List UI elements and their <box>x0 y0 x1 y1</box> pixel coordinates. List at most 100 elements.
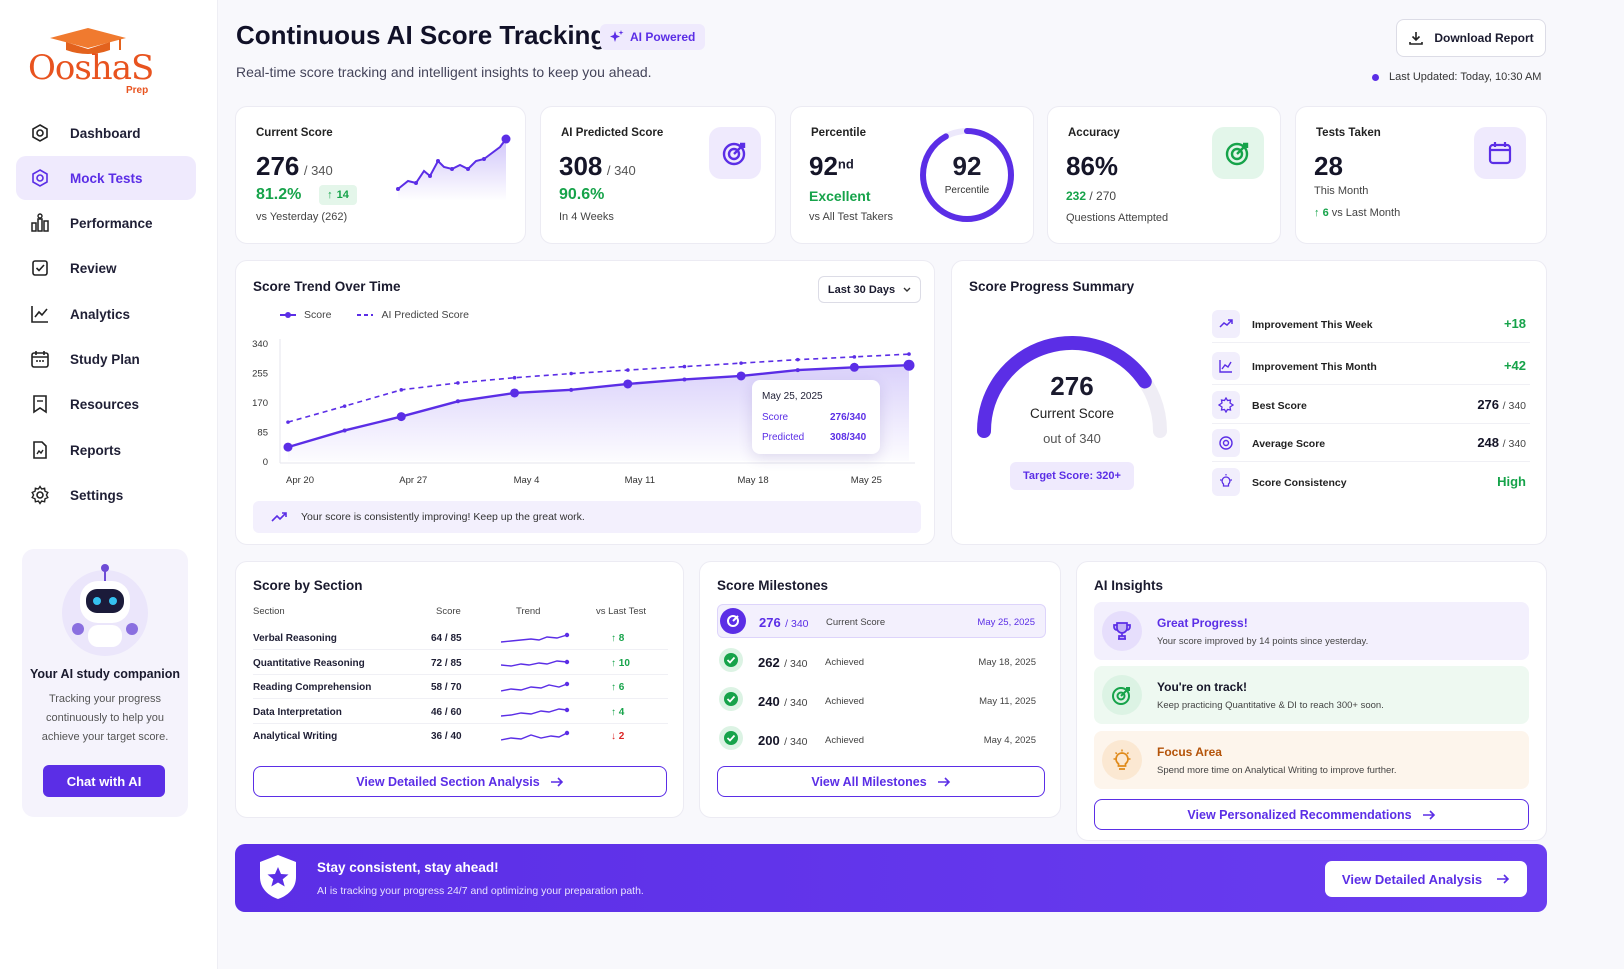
milestone-row[interactable]: 200 / 340 Achieved May 4, 2025 <box>717 721 1046 755</box>
trend-banner-text: Your score is consistently improving! Ke… <box>301 511 585 523</box>
score-trend-title: Score Trend Over Time <box>253 279 401 294</box>
predicted-score-pct: 90.6% <box>559 186 605 203</box>
view-all-milestones-button[interactable]: View All Milestones <box>717 766 1045 797</box>
milestone-row[interactable]: 262 / 340 Achieved May 18, 2025 <box>717 643 1046 677</box>
y-tick-label: 0 <box>263 457 268 468</box>
score-point[interactable] <box>903 359 915 371</box>
milestone-date: May 4, 2025 <box>983 735 1036 746</box>
section-score: 64 / 85 <box>431 633 462 644</box>
summary-row: Score Consistency High <box>1212 463 1530 501</box>
target-icon <box>1219 436 1233 450</box>
score-point[interactable] <box>795 368 800 373</box>
score-by-section-title: Score by Section <box>253 578 363 593</box>
brand-logo[interactable]: OoshaS Prep <box>28 26 158 96</box>
table-row[interactable]: Data Interpretation 46 / 60 ↑ 4 <box>253 700 668 724</box>
x-tick-label: May 25 <box>851 475 882 486</box>
score-point[interactable] <box>682 377 687 382</box>
score-point[interactable] <box>342 428 347 433</box>
page-subtitle: Real-time score tracking and intelligent… <box>236 64 652 80</box>
legend-predicted-label: AI Predicted Score <box>381 309 469 321</box>
chart-legend: Score AI Predicted Score <box>280 309 469 321</box>
view-section-analysis-label: View Detailed Section Analysis <box>356 774 540 789</box>
legend-predicted-swatch <box>357 314 374 316</box>
summary-value: 248 <box>1477 435 1500 450</box>
milestone-row[interactable]: 240 / 340 Achieved May 11, 2025 <box>717 682 1046 716</box>
download-report-button[interactable]: Download Report <box>1396 19 1546 57</box>
accuracy-card: Accuracy 86% 232 / 270 Questions Attempt… <box>1047 106 1281 244</box>
summary-row: Improvement This Week +18 <box>1212 305 1530 343</box>
calendar-icon <box>1488 142 1512 165</box>
view-detailed-analysis-button[interactable]: View Detailed Analysis <box>1325 861 1527 897</box>
score-point[interactable] <box>510 388 520 398</box>
summary-row: Average Score 248 / 340 <box>1212 424 1530 462</box>
sidebar-item-label: Reports <box>70 442 122 458</box>
target-check-icon <box>1225 142 1249 166</box>
tests-taken-value: 28 <box>1314 151 1343 181</box>
brand-sub: Prep <box>126 85 149 96</box>
score-point[interactable] <box>396 412 406 422</box>
sidebar-item-analytics[interactable]: Analytics <box>16 292 196 336</box>
insight-item: You're on track! Keep practicing Quantit… <box>1094 666 1529 724</box>
y-tick-label: 340 <box>252 339 268 350</box>
percentile-ring-value: 92 <box>952 151 982 181</box>
view-recommendations-button[interactable]: View Personalized Recommendations <box>1094 799 1529 830</box>
robot-icon <box>62 564 148 656</box>
milestone-of: / 340 <box>784 697 808 709</box>
predicted-score-note: In 4 Weeks <box>559 211 614 223</box>
milestone-score: 276 <box>759 615 781 630</box>
predicted-point <box>682 364 687 369</box>
sidebar-item-dashboard[interactable]: Dashboard <box>16 111 196 155</box>
accuracy-label: Accuracy <box>1068 127 1120 139</box>
current-score-pct: 81.2% <box>256 186 302 203</box>
milestone-status: Achieved <box>825 696 865 707</box>
table-row[interactable]: Reading Comprehension 58 / 70 ↑ 6 <box>253 675 668 699</box>
trend-up-icon <box>1219 319 1233 328</box>
sidebar-item-study-plan[interactable]: Study Plan <box>16 337 196 381</box>
summary-value: +42 <box>1503 358 1526 373</box>
milestone-of: / 340 <box>785 618 809 630</box>
insight-item: Focus Area Spend more time on Analytical… <box>1094 731 1529 789</box>
view-recommendations-label: View Personalized Recommendations <box>1187 807 1412 822</box>
arrow-right-icon <box>1422 809 1435 820</box>
table-row[interactable]: Quantitative Reasoning 72 / 85 ↑ 10 <box>253 651 668 675</box>
milestone-of: / 340 <box>784 736 808 748</box>
score-point[interactable] <box>569 387 574 392</box>
table-row[interactable]: Verbal Reasoning 64 / 85 ↑ 8 <box>253 626 668 650</box>
predicted-point <box>907 352 911 356</box>
sidebar-item-review[interactable]: Review <box>16 246 196 290</box>
score-gauge <box>977 335 1167 438</box>
tests-taken-delta: 6 <box>1322 207 1329 219</box>
sidebar-item-label: Mock Tests <box>70 170 143 186</box>
sidebar-item-performance[interactable]: Performance <box>16 201 196 245</box>
score-point[interactable] <box>455 399 460 404</box>
milestone-score: 200 <box>758 733 780 748</box>
section-name: Data Interpretation <box>253 706 342 718</box>
current-score-delta-badge: ↑ 14 <box>319 185 357 205</box>
col-section: Section <box>253 606 285 617</box>
section-table-header: Section Score Trend vs Last Test <box>253 606 668 620</box>
current-score-compare: vs Yesterday (262) <box>256 211 348 223</box>
sidebar-item-mock-tests[interactable]: Mock Tests <box>16 156 196 200</box>
target-check-icon <box>1112 687 1130 705</box>
score-point[interactable] <box>623 379 633 389</box>
score-point[interactable] <box>283 442 293 452</box>
target-icon-box <box>1212 429 1240 457</box>
table-row[interactable]: Analytical Writing 36 / 40 ↓ 2 <box>253 724 668 748</box>
arrow-right-icon <box>937 776 950 787</box>
sidebar-item-resources[interactable]: Resources <box>16 382 196 426</box>
score-point[interactable] <box>849 362 859 372</box>
section-sparkline <box>501 681 570 692</box>
view-section-analysis-button[interactable]: View Detailed Section Analysis <box>253 766 667 797</box>
section-delta: 8 <box>618 633 625 644</box>
chat-with-ai-button[interactable]: Chat with AI <box>43 765 165 797</box>
sidebar-item-reports[interactable]: Reports <box>16 428 196 472</box>
col-trend: Trend <box>516 606 541 617</box>
score-point[interactable] <box>736 371 746 381</box>
milestone-row[interactable]: 276 / 340 Current Score May 25, 2025 <box>717 604 1046 638</box>
tests-taken-compare: vs Last Month <box>1331 207 1401 219</box>
percentile-card: Percentile 92nd Excellent vs All Test Ta… <box>790 106 1034 244</box>
range-select[interactable]: Last 30 Days <box>818 276 921 303</box>
milestone-of: / 340 <box>784 658 808 670</box>
sidebar-item-settings[interactable]: Settings <box>16 473 196 517</box>
range-select-value: Last 30 Days <box>827 283 896 296</box>
